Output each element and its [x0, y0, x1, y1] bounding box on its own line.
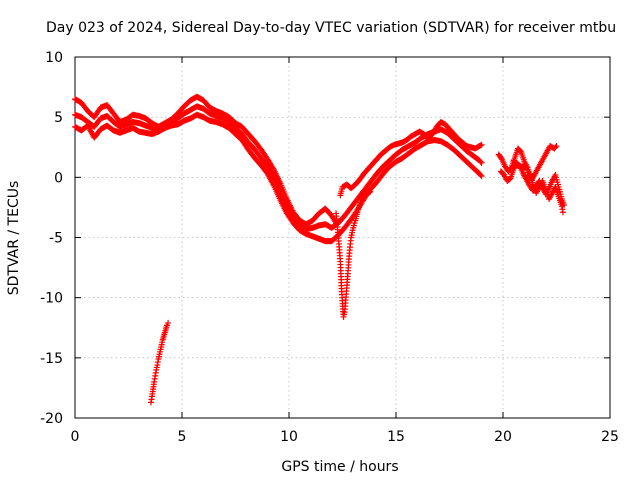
x-tick-label: 20	[494, 429, 512, 445]
data-point	[477, 171, 484, 178]
x-tick-label: 0	[71, 429, 80, 445]
plot-area-frame	[74, 56, 611, 419]
data-point	[553, 143, 560, 150]
data-point	[477, 142, 484, 149]
data-point	[477, 158, 484, 165]
data-point	[478, 159, 485, 166]
y-tick-label: -10	[40, 291, 63, 307]
grid-lines	[75, 57, 610, 418]
data-point	[270, 172, 277, 179]
y-tick-label: 5	[54, 110, 63, 126]
x-tick-label: 25	[601, 429, 619, 445]
data-point	[552, 144, 559, 151]
y-axis-label: SDTVAR / TECUs	[6, 181, 22, 296]
data-point	[367, 188, 374, 195]
y-tick-label: -5	[49, 231, 63, 247]
y-tick-label: -20	[40, 411, 63, 427]
y-tick-label: 0	[54, 170, 63, 186]
y-tick-label: -15	[40, 351, 63, 367]
tick-labels: 0 5 10 15 20 25 -20 -15 -10 -5 0 5 10	[40, 50, 619, 445]
data-point	[478, 173, 485, 180]
chart-title: Day 023 of 2024, Sidereal Day-to-day VTE…	[46, 20, 616, 36]
data-points	[72, 93, 567, 406]
data-point	[165, 319, 172, 326]
x-tick-label: 15	[387, 429, 405, 445]
y-tick-label: 10	[45, 50, 63, 66]
x-tick-label: 10	[280, 429, 298, 445]
x-tick-label: 5	[178, 429, 187, 445]
data-point	[559, 209, 566, 216]
data-point	[498, 155, 505, 162]
x-axis-label: GPS time / hours	[281, 459, 398, 475]
data-point	[478, 141, 485, 148]
data-point	[560, 202, 567, 209]
data-point	[366, 189, 373, 196]
